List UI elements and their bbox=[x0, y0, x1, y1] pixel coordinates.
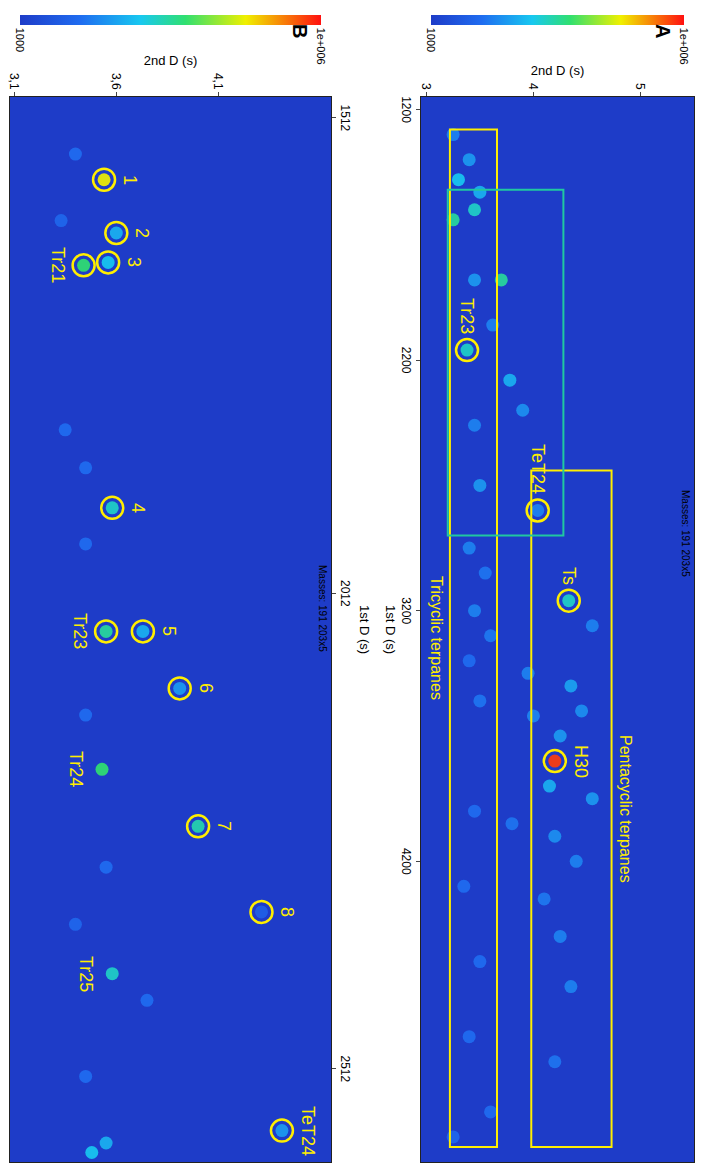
svg-text:2200: 2200 bbox=[399, 347, 413, 374]
svg-text:3,1: 3,1 bbox=[7, 73, 21, 90]
svg-text:TeT24: TeT24 bbox=[528, 444, 548, 494]
svg-text:Tr25: Tr25 bbox=[76, 956, 96, 992]
svg-text:3: 3 bbox=[124, 257, 144, 267]
svg-text:1e+006: 1e+006 bbox=[315, 28, 327, 65]
svg-text:2012: 2012 bbox=[338, 580, 352, 607]
svg-text:Masses: 191 203x5: Masses: 191 203x5 bbox=[317, 565, 328, 652]
svg-text:Tr21: Tr21 bbox=[48, 247, 68, 283]
svg-text:2512: 2512 bbox=[338, 1055, 352, 1082]
svg-text:8: 8 bbox=[277, 907, 297, 917]
svg-text:3: 3 bbox=[419, 83, 433, 90]
svg-text:1e+006: 1e+006 bbox=[678, 28, 690, 65]
svg-text:Tr23: Tr23 bbox=[457, 298, 477, 334]
svg-text:1st D (s): 1st D (s) bbox=[357, 605, 372, 654]
svg-text:Tr23: Tr23 bbox=[70, 613, 90, 649]
svg-text:5: 5 bbox=[633, 83, 647, 90]
svg-text:2nd D (s): 2nd D (s) bbox=[531, 63, 584, 78]
svg-text:1st D (s): 1st D (s) bbox=[383, 605, 398, 654]
svg-text:7: 7 bbox=[214, 821, 234, 831]
svg-text:1200: 1200 bbox=[399, 96, 413, 123]
svg-text:Ts: Ts bbox=[559, 567, 579, 585]
svg-text:A: A bbox=[652, 24, 674, 38]
svg-text:1: 1 bbox=[120, 175, 140, 185]
svg-text:B: B bbox=[289, 24, 311, 38]
svg-text:1000: 1000 bbox=[14, 28, 26, 52]
svg-text:Tr24: Tr24 bbox=[66, 751, 86, 787]
svg-text:Pentacyclic terpanes: Pentacyclic terpanes bbox=[617, 735, 634, 883]
svg-text:6: 6 bbox=[196, 683, 216, 693]
svg-text:1512: 1512 bbox=[338, 105, 352, 132]
svg-text:2nd D (s): 2nd D (s) bbox=[144, 53, 197, 68]
svg-text:1000: 1000 bbox=[425, 28, 437, 52]
svg-text:Masses: 191 203x5: Masses: 191 203x5 bbox=[680, 490, 691, 577]
svg-text:4: 4 bbox=[128, 503, 148, 513]
svg-text:TeT24: TeT24 bbox=[298, 1106, 318, 1156]
svg-text:3200: 3200 bbox=[399, 597, 413, 624]
svg-text:3,6: 3,6 bbox=[109, 73, 123, 90]
svg-text:4200: 4200 bbox=[399, 848, 413, 875]
svg-text:2: 2 bbox=[132, 228, 152, 238]
svg-text:Tricyclic terpanes: Tricyclic terpanes bbox=[428, 576, 445, 700]
svg-text:H30: H30 bbox=[571, 745, 591, 778]
svg-text:4: 4 bbox=[526, 83, 540, 90]
svg-text:5: 5 bbox=[159, 626, 179, 636]
svg-text:4,1: 4,1 bbox=[211, 73, 225, 90]
